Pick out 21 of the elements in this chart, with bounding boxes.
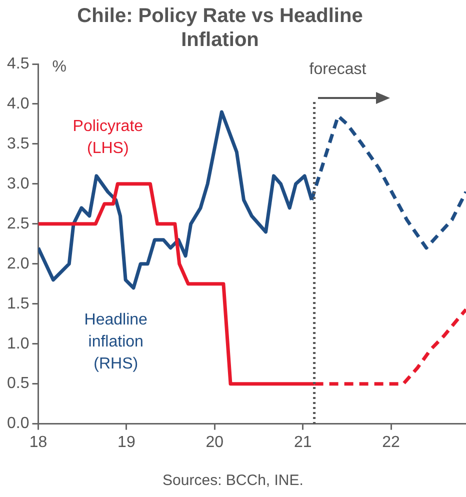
x-tick-label: 20 [206,434,224,451]
y-tick-label: 3.5 [6,135,30,152]
series-label: Policyrate (LHS) [72,118,144,157]
y-tick-label: 4.5 [6,55,30,72]
y-tick-label: 4.0 [6,95,30,112]
y-tick-label: 1.0 [6,335,30,352]
y-tick-label: 3.0 [6,175,30,192]
series-label: Headline inflation (RHS) [84,311,148,372]
x-tick-label: 22 [382,434,400,451]
ref-line-label: forecast [309,61,367,78]
x-tick-label: 19 [118,434,136,451]
y-tick-label: 2.5 [6,215,30,232]
y-tick-label: 2.0 [6,255,30,272]
y-tick-label: 0.0 [6,415,30,432]
y-tick-label: 1.5 [6,295,30,312]
chart-title: Chile: Policy Rate vs Headline Inflation [76,4,364,52]
y-tick-label: 0.5 [6,375,30,392]
x-tick-label: 21 [294,434,312,451]
y-axis-title: % [52,58,66,76]
source-note: Sources: BCCh, INE. [162,472,304,489]
x-tick-label: 18 [29,434,48,451]
